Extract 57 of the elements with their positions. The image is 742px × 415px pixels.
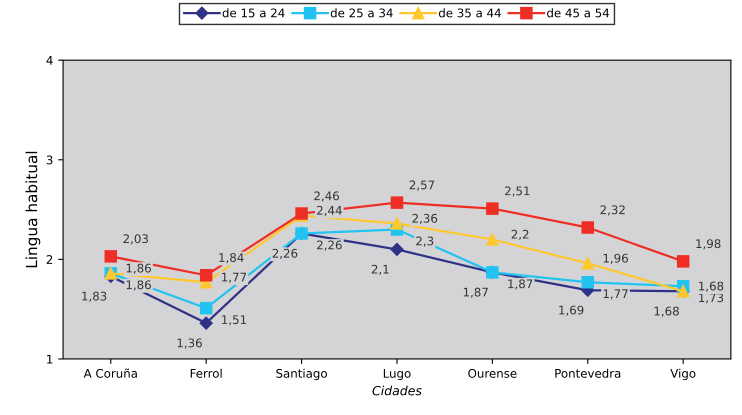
data-label: 2,51 xyxy=(505,186,530,197)
data-label: 2,26 xyxy=(272,248,298,259)
y-tick-label: 3 xyxy=(46,156,52,164)
point xyxy=(582,276,594,289)
point xyxy=(200,316,213,330)
point xyxy=(582,257,594,270)
legend-label: de 35 a 44 xyxy=(438,8,501,18)
point xyxy=(200,302,212,314)
data-label: 1,87 xyxy=(508,279,532,290)
data-label: 1,83 xyxy=(82,292,106,302)
y-tick-label: 4 xyxy=(46,56,53,65)
x-tick-label: Lugo xyxy=(384,369,411,380)
data-label: 1,51 xyxy=(222,315,246,326)
x-tick-label: Ferrol xyxy=(190,368,222,378)
point xyxy=(104,250,118,263)
point xyxy=(200,269,212,282)
data-label: 2,26 xyxy=(317,240,342,251)
data-label: 1,86 xyxy=(126,264,151,274)
point xyxy=(486,233,499,246)
data-label: 1,98 xyxy=(696,239,721,250)
data-label: 2,1 xyxy=(372,264,389,275)
data-label: 2,3 xyxy=(416,236,434,247)
data-label: 2,46 xyxy=(314,191,339,202)
data-label: 1,96 xyxy=(604,254,628,264)
point xyxy=(486,202,499,215)
x-tick-label: Santiago xyxy=(276,368,327,380)
legend-label: de 45 a 54 xyxy=(547,8,610,18)
data-label: 1,68 xyxy=(654,306,679,317)
x-tick-label: Ourense xyxy=(468,368,517,378)
point xyxy=(582,221,594,234)
point xyxy=(390,196,404,209)
data-label: 2,03 xyxy=(123,234,148,244)
data-label: 1,68 xyxy=(699,282,724,292)
data-label: 1,84 xyxy=(219,253,244,264)
data-label: 2,32 xyxy=(600,205,625,216)
data-label: 2,44 xyxy=(317,206,342,216)
point xyxy=(676,255,690,268)
data-label: 1,87 xyxy=(464,288,488,298)
y-axis-title: Lingua habitual xyxy=(25,152,40,268)
data-label: 1,77 xyxy=(604,289,628,300)
data-label: 2,57 xyxy=(410,180,434,191)
point xyxy=(390,242,404,256)
x-tick-label: Pontevedra xyxy=(555,368,620,378)
data-label: 1,77 xyxy=(222,272,246,283)
data-label: 1,36 xyxy=(178,338,202,349)
y-tick-label: 2 xyxy=(46,255,52,264)
data-label: 2,2 xyxy=(512,230,528,240)
x-tick-label: A Coruña xyxy=(84,368,137,378)
data-label: 1,86 xyxy=(126,280,151,290)
data-label: 2,36 xyxy=(412,214,438,224)
data-label: 1,69 xyxy=(559,306,584,316)
legend-label: de 25 a 34 xyxy=(330,8,393,18)
point xyxy=(390,217,404,230)
legend-label: de 15 a 24 xyxy=(222,8,285,18)
x-tick-label: Vigo xyxy=(670,368,696,380)
y-tick-label: 1 xyxy=(47,354,52,364)
x-axis-title: Cidades xyxy=(372,386,422,396)
